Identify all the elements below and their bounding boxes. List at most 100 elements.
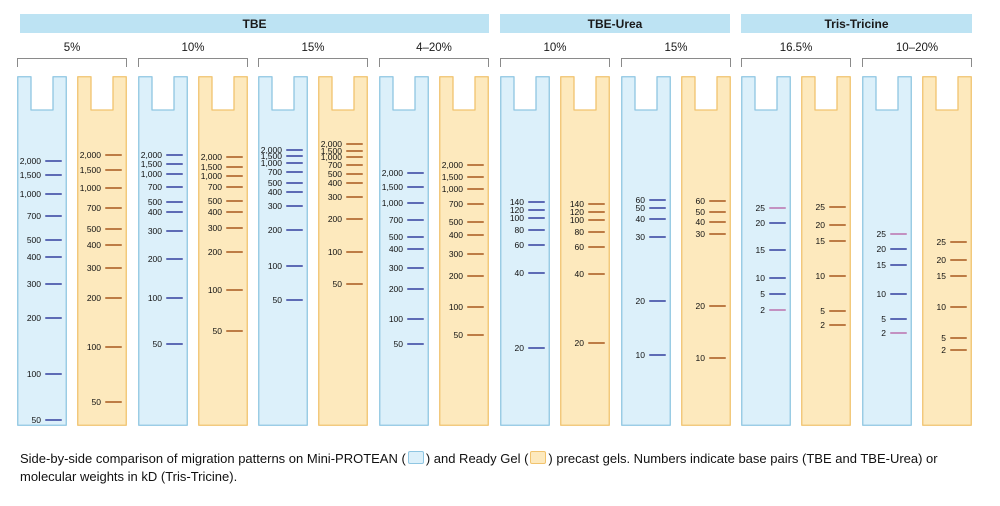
concentration-label: 4–20% [416, 42, 452, 54]
band-marker [407, 247, 424, 251]
band-size-label: 1,500 [441, 171, 463, 182]
band-marker [588, 210, 605, 214]
band-size-label: 200 [267, 224, 282, 235]
band-marker [649, 299, 666, 303]
band-marker [166, 229, 183, 233]
band-size-label: 100 [207, 284, 222, 295]
mini-protean-gel: 25 20 15 10 5 2 [741, 76, 791, 426]
band-marker [226, 226, 243, 230]
band-marker [346, 195, 363, 199]
band-marker [709, 210, 726, 214]
band-size-label: 2,000 [200, 151, 222, 162]
mini-protean-swatch [407, 451, 424, 464]
band-marker [709, 199, 726, 203]
band-marker [286, 170, 303, 174]
band-marker [226, 210, 243, 214]
band-marker [105, 243, 122, 247]
lane-pair-bracket [741, 58, 851, 67]
band-size-label: 2 [941, 344, 946, 355]
band-marker [166, 172, 183, 176]
lane-pair-bracket [17, 58, 127, 67]
band-marker [105, 168, 122, 172]
band-marker [769, 206, 786, 210]
ready-gel: 60 50 40 30 20 10 [681, 76, 731, 426]
band-size-label: 15 [755, 244, 765, 255]
band-size-label: 1,000 [200, 170, 222, 181]
band-marker [286, 181, 303, 185]
band-size-label: 40 [574, 268, 584, 279]
band-marker [166, 153, 183, 157]
band-size-label: 1,000 [441, 183, 463, 194]
band-marker [829, 309, 846, 313]
band-marker [45, 418, 62, 422]
band-size-label: 1,000 [381, 197, 403, 208]
band-marker [709, 220, 726, 224]
band-size-label: 2 [760, 304, 765, 315]
band-marker [649, 235, 666, 239]
band-size-label: 5 [881, 313, 886, 324]
band-size-label: 500 [267, 177, 282, 188]
band-marker [407, 185, 424, 189]
band-size-label: 500 [448, 216, 463, 227]
band-marker [890, 247, 907, 251]
band-marker [950, 305, 967, 309]
gel-outline [138, 76, 188, 426]
gel-outline [560, 76, 610, 426]
band-size-label: 200 [147, 253, 162, 264]
band-marker [890, 263, 907, 267]
band-marker [45, 238, 62, 242]
gel-outline [500, 76, 550, 426]
band-marker [467, 220, 484, 224]
band-marker [226, 155, 243, 159]
band-size-label: 100 [86, 341, 101, 352]
gel-outline [198, 76, 248, 426]
band-size-label: 50 [91, 396, 101, 407]
mini-protean-gel: 2,000 1,500 1,000 700 500 400 300 200 100 50 [138, 76, 188, 426]
concentration-label: 10% [543, 42, 567, 54]
band-marker [467, 233, 484, 237]
mini-protean-gel: 25 20 15 10 5 2 [862, 76, 912, 426]
band-marker [467, 187, 484, 191]
band-size-label: 300 [267, 200, 282, 211]
band-size-label: 700 [448, 198, 463, 209]
band-marker [45, 192, 62, 196]
band-size-label: 1,500 [19, 169, 41, 180]
band-size-label: 300 [147, 225, 162, 236]
band-size-label: 100 [267, 260, 282, 271]
band-marker [588, 341, 605, 345]
band-size-label: 2,000 [19, 155, 41, 166]
band-marker [346, 250, 363, 254]
band-marker [588, 245, 605, 249]
mini-protean-gel: 140 120 100 80 60 40 20 [500, 76, 550, 426]
band-marker [407, 317, 424, 321]
band-size-label: 200 [86, 292, 101, 303]
band-marker [829, 274, 846, 278]
band-size-label: 20 [936, 254, 946, 265]
band-size-label: 300 [26, 278, 41, 289]
band-marker [346, 142, 363, 146]
ready-gel: 2,000 1,500 1,000 700 500 400 300 200 100 50 [198, 76, 248, 426]
band-size-label: 25 [876, 228, 886, 239]
band-size-label: 15 [936, 270, 946, 281]
gel-outline [77, 76, 127, 426]
band-size-label: 700 [327, 159, 342, 170]
band-size-label: 1,000 [260, 157, 282, 168]
concentration-label: 15% [664, 42, 688, 54]
band-marker [45, 316, 62, 320]
band-size-label: 60 [514, 239, 524, 250]
band-marker [45, 372, 62, 376]
ready-gel: 25 20 15 10 5 2 [922, 76, 972, 426]
band-size-label: 2,000 [320, 138, 342, 149]
band-size-label: 25 [936, 236, 946, 247]
band-size-label: 5 [820, 305, 825, 316]
mini-protean-gel: 2,000 1,500 1,000 700 500 400 300 200 100 50 [258, 76, 308, 426]
lane-pair-bracket [258, 58, 368, 67]
band-marker [226, 199, 243, 203]
band-size-label: 400 [267, 186, 282, 197]
band-size-label: 100 [26, 368, 41, 379]
lane-pair-bracket [379, 58, 489, 67]
band-marker [166, 257, 183, 261]
band-size-label: 2 [881, 327, 886, 338]
band-marker [105, 400, 122, 404]
band-marker [286, 228, 303, 232]
